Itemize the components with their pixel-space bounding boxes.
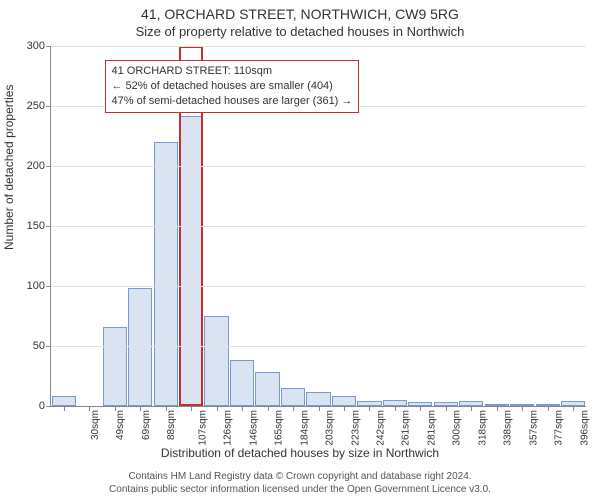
xtick-mark (420, 406, 421, 411)
xtick-label: 338sqm (503, 410, 514, 446)
footer-attribution: Contains HM Land Registry data © Crown c… (0, 470, 600, 496)
xtick-mark (242, 406, 243, 411)
bar (103, 327, 127, 406)
chart-plot-area: 05010015020025030030sqm49sqm69sqm88sqm10… (50, 46, 586, 407)
xtick-mark (293, 406, 294, 411)
xtick-label: 49sqm (115, 410, 126, 440)
xtick-mark (497, 406, 498, 411)
bar (154, 142, 178, 406)
footer-line-2: Contains public sector information licen… (0, 483, 600, 496)
bar (281, 388, 305, 406)
ytick-mark (46, 226, 51, 227)
gridline (51, 286, 586, 287)
xtick-label: 184sqm (299, 410, 310, 446)
xtick-label: 107sqm (197, 410, 208, 446)
footer-line-1: Contains HM Land Registry data © Crown c… (0, 470, 600, 483)
ytick-mark (46, 166, 51, 167)
ytick-label: 150 (27, 220, 45, 232)
y-axis-label: Number of detached properties (2, 85, 16, 250)
xtick-label: 396sqm (579, 410, 590, 446)
xtick-label: 69sqm (141, 410, 152, 440)
annotation-line: ← 52% of detached houses are smaller (40… (112, 79, 353, 94)
xtick-label: 30sqm (90, 410, 101, 440)
gridline (51, 226, 586, 227)
xtick-mark (217, 406, 218, 411)
title-line-1: 41, ORCHARD STREET, NORTHWICH, CW9 5RG (0, 6, 600, 22)
ytick-mark (46, 346, 51, 347)
bar (128, 288, 152, 406)
ytick-label: 0 (39, 400, 45, 412)
xtick-mark (64, 406, 65, 411)
xtick-label: 261sqm (401, 410, 412, 446)
ytick-label: 100 (27, 280, 45, 292)
annotation-line: 41 ORCHARD STREET: 110sqm (112, 64, 353, 79)
ytick-label: 200 (27, 160, 45, 172)
annotation-box: 41 ORCHARD STREET: 110sqm← 52% of detach… (105, 60, 360, 113)
xtick-label: 126sqm (223, 410, 234, 446)
gridline (51, 166, 586, 167)
xtick-mark (140, 406, 141, 411)
xtick-mark (115, 406, 116, 411)
xtick-mark (344, 406, 345, 411)
xtick-mark (369, 406, 370, 411)
bar (230, 360, 254, 406)
bar (306, 392, 330, 406)
annotation-line: 47% of semi-detached houses are larger (… (112, 94, 353, 109)
xtick-label: 357sqm (528, 410, 539, 446)
xtick-label: 377sqm (554, 410, 565, 446)
xtick-label: 223sqm (350, 410, 361, 446)
bar (52, 396, 76, 406)
xtick-mark (395, 406, 396, 411)
ytick-label: 300 (27, 40, 45, 52)
bar (255, 372, 279, 406)
xtick-mark (548, 406, 549, 411)
bar (204, 316, 228, 406)
ytick-label: 50 (33, 340, 45, 352)
xtick-mark (446, 406, 447, 411)
xtick-label: 300sqm (452, 410, 463, 446)
xtick-label: 281sqm (427, 410, 438, 446)
xtick-mark (268, 406, 269, 411)
xtick-mark (191, 406, 192, 411)
xtick-label: 146sqm (248, 410, 259, 446)
bar (332, 396, 356, 406)
xtick-mark (89, 406, 90, 411)
ytick-mark (46, 286, 51, 287)
bar (179, 116, 203, 406)
title-line-2: Size of property relative to detached ho… (0, 24, 600, 39)
xtick-label: 203sqm (325, 410, 336, 446)
xtick-label: 165sqm (274, 410, 285, 446)
xtick-label: 318sqm (477, 410, 488, 446)
ytick-mark (46, 106, 51, 107)
xtick-mark (319, 406, 320, 411)
gridline (51, 46, 586, 47)
xtick-mark (166, 406, 167, 411)
gridline (51, 346, 586, 347)
ytick-mark (46, 46, 51, 47)
xtick-mark (522, 406, 523, 411)
xtick-mark (471, 406, 472, 411)
x-axis-label: Distribution of detached houses by size … (0, 446, 600, 460)
xtick-label: 88sqm (166, 410, 177, 440)
ytick-label: 250 (27, 100, 45, 112)
xtick-mark (573, 406, 574, 411)
ytick-mark (46, 406, 51, 407)
xtick-label: 242sqm (376, 410, 387, 446)
